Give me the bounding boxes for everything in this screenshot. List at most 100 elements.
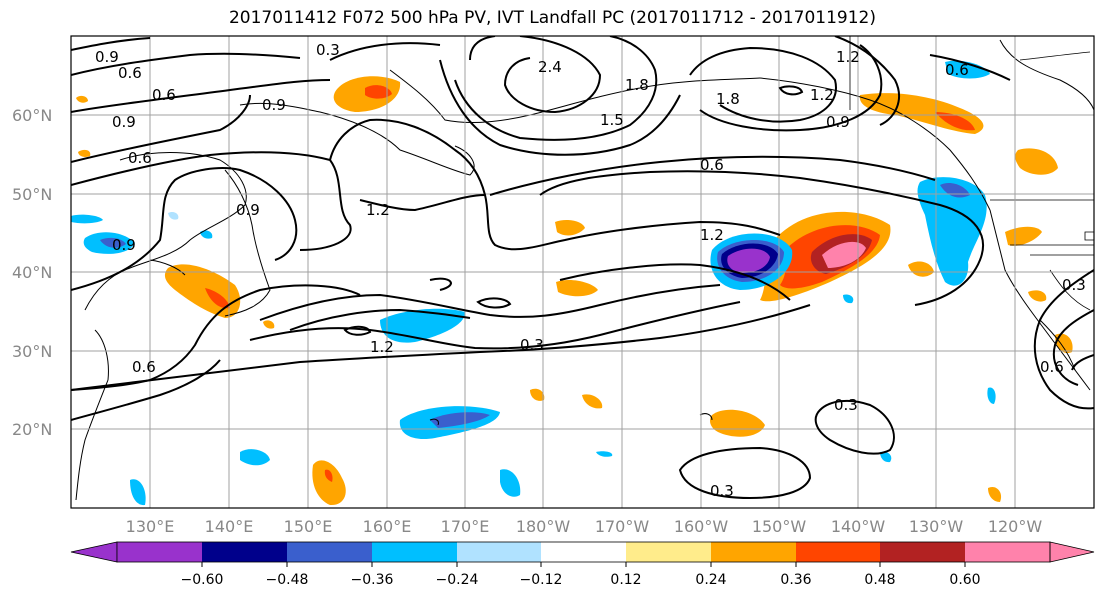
contour-label: 0.9 xyxy=(236,201,260,219)
lon-label: 140°E xyxy=(205,517,254,536)
positive-anomaly-region xyxy=(908,261,934,277)
contour-label: 0.6 xyxy=(700,156,724,174)
positive-anomaly-region xyxy=(935,112,975,131)
negative-anomaly-region xyxy=(168,211,179,220)
colorbar-tick-label: −0.60 xyxy=(181,572,224,588)
negative-anomaly-region xyxy=(843,294,854,304)
contour-label: 0.6 xyxy=(118,64,142,82)
positive-anomaly-region xyxy=(1005,226,1042,246)
positive-anomaly-region xyxy=(312,460,346,506)
colorbar-segment xyxy=(626,542,711,562)
positive-anomaly-region xyxy=(1028,290,1047,302)
negative-anomaly-region xyxy=(596,451,613,457)
negative-anomaly-region xyxy=(880,451,892,463)
contour-label: 0.3 xyxy=(1062,276,1086,294)
contour-label: 1.2 xyxy=(810,86,834,104)
longitude-labels: 130°E 140°E 150°E 160°E 170°E 180°W 170°… xyxy=(126,517,1043,536)
colorbar-tick-label: −0.48 xyxy=(266,572,309,588)
colorbar-segment xyxy=(796,542,880,562)
colorbar-tick-label: −0.12 xyxy=(520,572,563,588)
lat-label: 50°N xyxy=(12,185,52,204)
contour-label: 1.2 xyxy=(366,201,390,219)
lat-label: 60°N xyxy=(12,106,52,125)
positive-anomaly-region xyxy=(263,320,275,329)
negative-anomaly-region xyxy=(430,412,490,428)
contour-label: 0.6 xyxy=(132,358,156,376)
contour-label: 1.2 xyxy=(700,226,724,244)
colorbar-tick-label: 0.36 xyxy=(780,572,811,588)
lon-label: 170°E xyxy=(441,517,490,536)
positive-anomaly-region xyxy=(324,469,333,482)
positive-anomaly-region xyxy=(76,95,88,103)
colorbar: −0.60 −0.48 −0.36 −0.24 −0.12 0.12 0.24 … xyxy=(70,541,1095,588)
contour-label: 1.5 xyxy=(600,111,624,129)
contour-label: 0.3 xyxy=(520,336,544,354)
colorbar-tick-label: −0.24 xyxy=(436,572,479,588)
negative-anomaly-region xyxy=(240,449,270,466)
lat-label: 30°N xyxy=(12,342,52,361)
contour-label: 0.6 xyxy=(1040,358,1064,376)
colorbar-segment xyxy=(457,542,541,562)
positive-anomaly-region xyxy=(365,85,392,99)
lon-label: 150°W xyxy=(752,517,807,536)
colorbar-segment xyxy=(202,542,287,562)
contour-label: 0.9 xyxy=(112,113,136,131)
positive-anomaly-region xyxy=(555,220,585,236)
negative-anomaly-region xyxy=(945,60,990,79)
negative-anomaly-region xyxy=(727,248,770,273)
contour-labels: 0.9 0.6 0.6 0.9 0.9 0.6 0.3 2.4 1.8 1.5 … xyxy=(95,41,1086,500)
contour-label: 0.9 xyxy=(826,113,850,131)
colorbar-tick-label: 0.60 xyxy=(949,572,980,588)
contour-label: 0.9 xyxy=(95,48,119,66)
contour-label: 1.8 xyxy=(625,76,649,94)
lon-label: 120°W xyxy=(988,517,1043,536)
colorbar-tick-label: −0.36 xyxy=(351,572,394,588)
lon-label: 160°W xyxy=(674,517,729,536)
positive-anomaly-region xyxy=(822,241,866,268)
colorbar-segment xyxy=(541,542,626,562)
colorbar-segment xyxy=(372,542,457,562)
negative-anomaly-region xyxy=(987,387,996,404)
positive-anomaly-region xyxy=(556,279,598,297)
positive-anomaly-region xyxy=(78,149,91,157)
lon-label: 170°W xyxy=(595,517,650,536)
contour-label: 0.3 xyxy=(834,396,858,414)
lat-label: 20°N xyxy=(12,420,52,439)
contour-label: 0.6 xyxy=(128,149,152,167)
positive-anomaly-region xyxy=(1015,148,1058,175)
colorbar-tick-label: 0.24 xyxy=(695,572,726,588)
lon-label: 130°E xyxy=(126,517,175,536)
pv-contours xyxy=(71,36,1094,500)
coastlines xyxy=(75,39,1094,501)
borders xyxy=(849,36,1094,311)
contour-label: 0.6 xyxy=(945,61,969,79)
lon-label: 140°W xyxy=(831,517,886,536)
contour-label: 0.9 xyxy=(112,236,136,254)
colorbar-segment xyxy=(711,542,796,562)
negative-anomaly-region xyxy=(200,230,213,239)
colorbar-ticks xyxy=(201,562,966,567)
positive-anomaly-region xyxy=(530,388,545,401)
map-frame xyxy=(70,35,1095,509)
positive-anomaly-region xyxy=(205,288,230,309)
contour-label: 0.6 xyxy=(152,86,176,104)
map-title: 2017011412 F072 500 hPa PV, IVT Landfall… xyxy=(228,8,876,28)
contour-label: 1.2 xyxy=(370,338,394,356)
colorbar-frame xyxy=(116,541,1051,563)
contour-label: 1.8 xyxy=(716,90,740,108)
negative-anomaly-region xyxy=(100,237,126,248)
contour-label: 1.2 xyxy=(836,48,860,66)
colorbar-segment xyxy=(287,542,372,562)
positive-anomaly-region xyxy=(1055,333,1073,354)
contour-label: 0.3 xyxy=(710,482,734,500)
lon-label: 150°E xyxy=(284,517,333,536)
colorbar-tick-label: 0.12 xyxy=(610,572,641,588)
lon-label: 160°E xyxy=(363,517,412,536)
lat-label: 40°N xyxy=(12,263,52,282)
negative-anomaly-region xyxy=(71,214,103,224)
colorbar-extend-min xyxy=(70,541,118,563)
colorbar-tick-label: 0.48 xyxy=(864,572,895,588)
positive-anomaly-region xyxy=(988,486,1002,502)
colorbar-segment xyxy=(117,542,202,562)
